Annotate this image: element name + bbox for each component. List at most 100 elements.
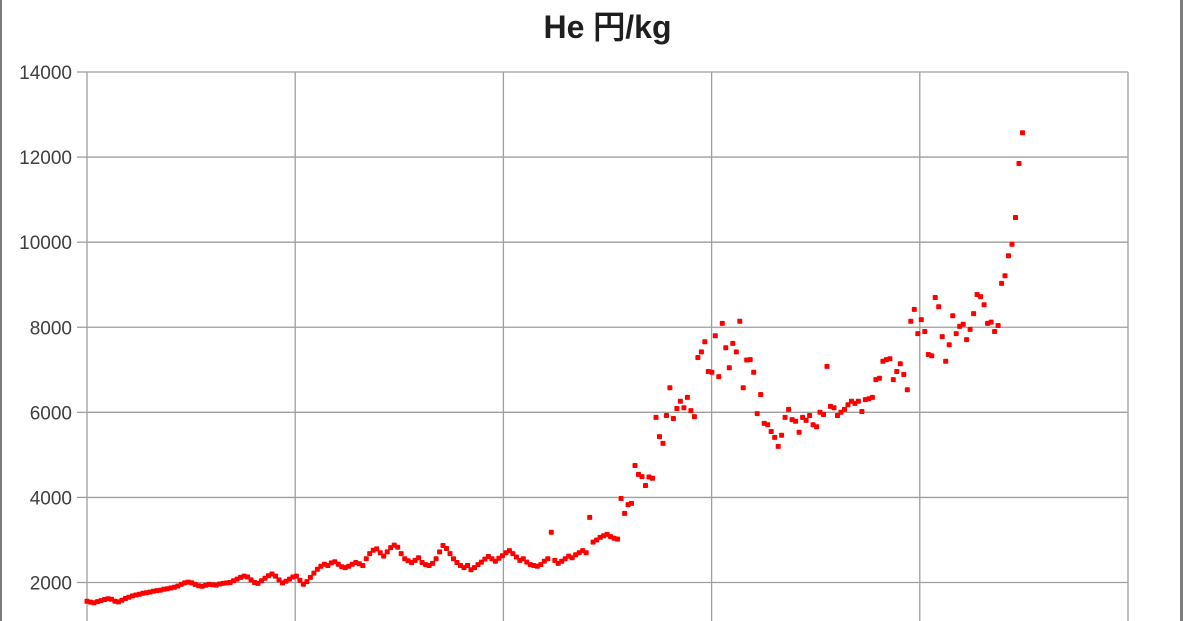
- data-point: [894, 369, 900, 374]
- y-axis-label: 6000: [30, 403, 72, 424]
- y-axis-label: 14000: [19, 63, 72, 84]
- data-point: [978, 294, 984, 300]
- data-point: [273, 573, 278, 579]
- data-point: [681, 405, 687, 411]
- data-point: [374, 546, 380, 552]
- data-point: [786, 406, 792, 412]
- data-point: [688, 408, 694, 414]
- data-point: [758, 392, 764, 397]
- data-point: [950, 313, 956, 319]
- data-point: [754, 411, 760, 417]
- data-point: [622, 510, 628, 516]
- data-point: [1002, 273, 1008, 279]
- data-point: [691, 414, 697, 420]
- chart-title: He 円/kg: [543, 9, 672, 45]
- data-point: [384, 549, 390, 555]
- data-point: [740, 385, 746, 391]
- data-point: [447, 551, 453, 557]
- data-point: [824, 363, 830, 369]
- data-point: [698, 349, 704, 355]
- data-point: [1020, 130, 1025, 136]
- data-point: [831, 405, 837, 411]
- data-point: [967, 326, 973, 332]
- data-point: [915, 331, 921, 337]
- data-point: [842, 406, 847, 412]
- data-point: [726, 365, 732, 371]
- data-point: [660, 440, 666, 446]
- data-point: [807, 413, 813, 418]
- data-point: [297, 577, 303, 583]
- y-axis-label: 10000: [19, 233, 72, 254]
- data-point: [1016, 161, 1022, 166]
- data-point: [548, 529, 554, 535]
- data-point: [897, 361, 903, 367]
- data-point: [307, 574, 313, 580]
- data-point: [667, 385, 673, 391]
- data-point: [360, 563, 366, 568]
- y-axis-label: 4000: [30, 488, 72, 509]
- y-axis-label: 8000: [30, 318, 72, 339]
- data-point: [936, 304, 942, 310]
- data-point: [615, 536, 621, 542]
- data-point: [311, 570, 317, 576]
- data-point: [363, 556, 369, 562]
- data-point: [814, 424, 820, 430]
- data-point: [618, 496, 624, 501]
- data-point: [929, 353, 935, 359]
- data-point: [859, 409, 865, 414]
- data-point: [632, 463, 638, 468]
- data-point: [779, 432, 785, 438]
- y-axis-label: 12000: [19, 148, 72, 169]
- data-point: [670, 416, 676, 421]
- data-point: [932, 295, 938, 300]
- data-point: [751, 369, 757, 375]
- data-point: [664, 413, 669, 418]
- data-point: [583, 550, 589, 556]
- data-point: [433, 556, 439, 562]
- data-point: [716, 374, 722, 380]
- data-point: [782, 414, 788, 420]
- data-point: [657, 434, 662, 440]
- data-point: [381, 553, 387, 559]
- data-point: [793, 418, 799, 424]
- data-point: [775, 443, 781, 449]
- data-point: [747, 357, 753, 363]
- data-point: [821, 412, 826, 417]
- data-point: [712, 333, 718, 339]
- data-point: [901, 372, 907, 377]
- data-point: [398, 551, 404, 557]
- data-point: [943, 358, 949, 364]
- data-point: [890, 377, 896, 383]
- data-point: [723, 345, 729, 351]
- data-point: [430, 560, 436, 566]
- data-point: [730, 340, 736, 346]
- data-point: [639, 474, 645, 480]
- data-point: [451, 556, 456, 562]
- data-point: [437, 549, 443, 555]
- data-point: [684, 394, 690, 400]
- data-point: [444, 546, 449, 551]
- data-point: [702, 339, 708, 345]
- data-point: [643, 483, 648, 488]
- data-point: [995, 323, 1001, 328]
- data-point: [465, 563, 470, 568]
- data-point: [939, 334, 945, 340]
- data-point: [293, 573, 299, 579]
- data-point: [765, 422, 771, 428]
- data-point: [796, 429, 802, 435]
- data-point: [674, 406, 680, 411]
- data-point: [911, 306, 917, 312]
- data-point: [904, 387, 910, 393]
- data-point: [876, 375, 882, 381]
- data-point: [772, 434, 778, 440]
- data-point: [719, 320, 725, 326]
- window-right-edge: [1180, 0, 1183, 621]
- data-point: [999, 280, 1005, 286]
- data-point: [733, 349, 739, 355]
- y-axis-label: 2000: [30, 574, 72, 595]
- data-point: [1009, 241, 1015, 247]
- data-point: [869, 394, 875, 400]
- data-point: [887, 356, 893, 362]
- data-point: [1013, 215, 1018, 220]
